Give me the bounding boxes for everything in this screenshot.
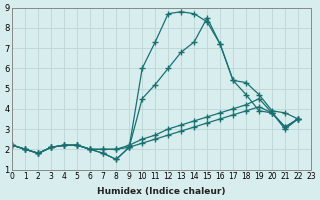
X-axis label: Humidex (Indice chaleur): Humidex (Indice chaleur) bbox=[97, 187, 226, 196]
